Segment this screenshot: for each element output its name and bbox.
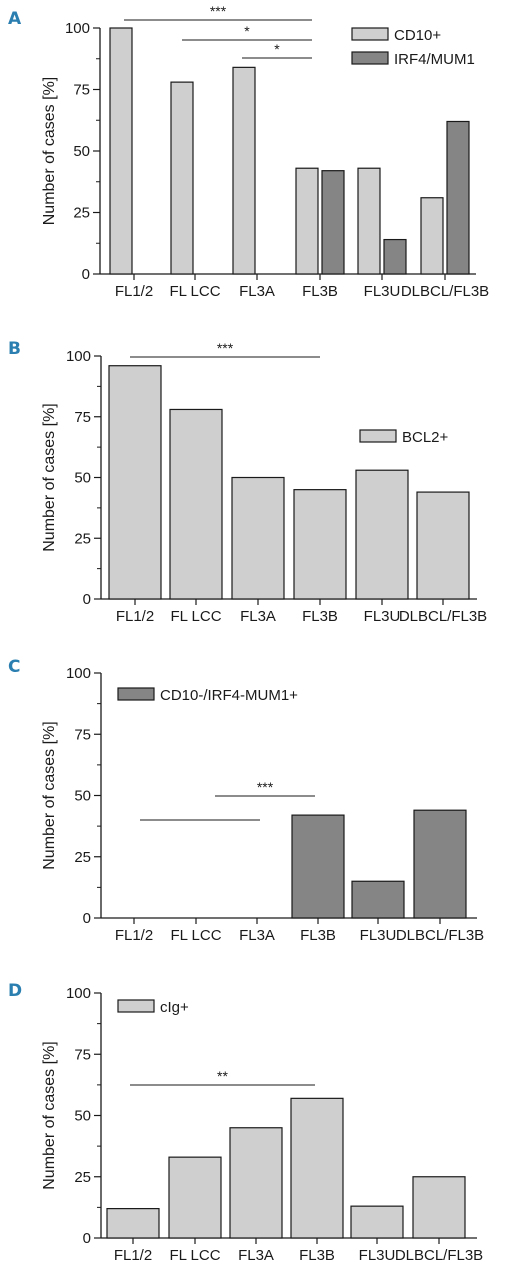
bar (290, 1097, 344, 1239)
y-axis-label: Number of cases [%] (41, 721, 58, 870)
legend-label: CD10+ (394, 27, 441, 44)
x-tick-label: FL1/2 (115, 927, 153, 944)
y-tick-label: 50 (73, 143, 90, 160)
y-tick-label: 25 (74, 530, 91, 547)
y-tick-label: 100 (65, 20, 90, 37)
x-tick-label: FL1/2 (114, 1247, 152, 1264)
y-axis-label: Number of cases [%] (41, 1041, 58, 1190)
x-tick-label: DLBCL/FL3B (396, 927, 484, 944)
bar (168, 1156, 222, 1239)
significance-label: *** (210, 3, 227, 19)
panel-letter: D (8, 981, 22, 1001)
bar (446, 120, 470, 275)
legend-label: CD10-/IRF4-MUM1+ (160, 687, 298, 704)
y-axis-label: Number of cases [%] (41, 403, 58, 552)
bar (109, 27, 133, 275)
x-tick-label: DLBCL/FL3B (401, 283, 489, 300)
bar (420, 197, 444, 275)
x-tick-label: FL LCC (169, 283, 220, 300)
x-tick-label: FL LCC (170, 927, 221, 944)
chart-panel-b: B 0 25 50 75 100 Number of cases [%] FL1/2 FL LC… (8, 339, 487, 625)
y-tick-label: 0 (83, 591, 91, 608)
x-tick-label: FL3B (299, 1247, 335, 1264)
bar (293, 489, 347, 600)
x-tick-label: FL3U (360, 927, 397, 944)
y-tick-label: 100 (66, 665, 91, 682)
bar (416, 491, 470, 600)
significance-label: * (244, 23, 250, 39)
bar (106, 1207, 160, 1239)
bar (231, 476, 285, 600)
panel-letter: B (8, 339, 21, 359)
x-tick-label: DLBCL/FL3B (395, 1247, 483, 1264)
x-tick-label: FL3A (238, 1247, 274, 1264)
panel-letter: A (8, 9, 22, 29)
bar (170, 81, 194, 275)
legend-label: cIg+ (160, 999, 189, 1016)
y-axis-label: Number of cases [%] (41, 77, 58, 226)
bar (169, 408, 223, 600)
y-tick-label: 75 (74, 409, 91, 426)
x-tick-label: FL1/2 (116, 608, 154, 625)
y-tick-label: 50 (74, 470, 91, 487)
bar (295, 167, 319, 275)
legend-swatch (117, 687, 155, 701)
y-tick-label: 25 (74, 849, 91, 866)
x-tick-label: FL3A (239, 927, 275, 944)
x-tick-label: FL3U (364, 608, 401, 625)
significance-label: ** (217, 1068, 228, 1084)
bar (357, 167, 381, 275)
chart-panel-c: C 0 25 50 75 100 Number of cases [%] FL1/2 FL LC… (8, 657, 484, 944)
bar (108, 365, 162, 600)
significance-label: * (274, 41, 280, 57)
chart-panel-a: A 0 25 50 75 100 Number of cases [%] FL1/2 FL LC… (8, 3, 489, 300)
x-tick-label: FL LCC (169, 1247, 220, 1264)
legend-label: BCL2+ (402, 429, 449, 446)
x-tick-label: FL3A (239, 283, 275, 300)
y-tick-label: 75 (74, 726, 91, 743)
bar (383, 238, 407, 275)
y-tick-label: 50 (74, 788, 91, 805)
x-tick-label: FL3A (240, 608, 276, 625)
x-tick-label: FL LCC (170, 608, 221, 625)
y-tick-label: 100 (66, 985, 91, 1002)
bar (229, 1127, 283, 1239)
bar (412, 1176, 466, 1239)
bar (232, 66, 256, 275)
legend-label: IRF4/MUM1 (394, 51, 475, 68)
bar (291, 814, 345, 919)
legend-swatch (351, 51, 389, 65)
chart-panel-d: D 0 25 50 75 100 Number of cases [%] FL1/2 FL LC… (8, 981, 483, 1264)
y-tick-label: 75 (73, 82, 90, 99)
y-tick-label: 0 (82, 266, 90, 283)
y-tick-label: 25 (74, 1169, 91, 1186)
y-tick-label: 100 (66, 348, 91, 365)
legend-swatch (359, 429, 397, 443)
y-tick-label: 25 (73, 205, 90, 222)
legend-swatch (351, 27, 389, 41)
significance-label: *** (217, 340, 234, 356)
x-tick-label: FL3B (300, 927, 336, 944)
y-tick-label: 50 (74, 1108, 91, 1125)
x-tick-label: FL1/2 (115, 283, 153, 300)
x-tick-label: FL3B (302, 608, 338, 625)
x-tick-label: FL3U (364, 283, 401, 300)
bar (351, 880, 405, 919)
bar (413, 809, 467, 919)
significance-label: *** (257, 779, 274, 795)
y-tick-label: 75 (74, 1046, 91, 1063)
panel-letter: C (8, 657, 20, 677)
bar (350, 1205, 404, 1239)
x-tick-label: FL3B (302, 283, 338, 300)
x-tick-label: FL3U (359, 1247, 396, 1264)
legend-swatch (117, 999, 155, 1013)
y-tick-label: 0 (83, 1230, 91, 1247)
y-tick-label: 0 (83, 910, 91, 927)
bar (321, 170, 345, 275)
x-tick-label: DLBCL/FL3B (399, 608, 487, 625)
bar (355, 469, 409, 600)
